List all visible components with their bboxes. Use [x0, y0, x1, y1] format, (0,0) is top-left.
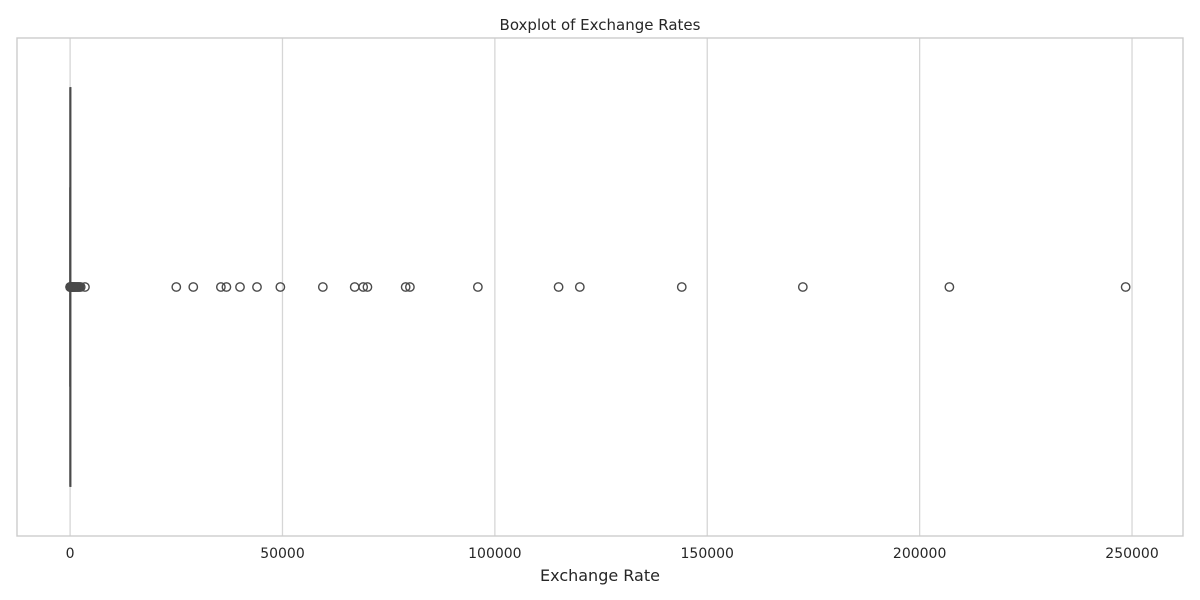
chart-title: Boxplot of Exchange Rates — [500, 16, 701, 34]
outlier-point — [275, 282, 286, 292]
outlier-point — [676, 282, 687, 292]
x-tick-label: 100000 — [468, 546, 521, 562]
x-tick-labels: 0 50000 100000 150000 200000 250000 — [66, 546, 1159, 562]
outlier-point — [358, 282, 369, 292]
outlier-point — [171, 282, 182, 292]
outlier-point — [553, 282, 564, 292]
outlier-point — [944, 282, 955, 292]
outlier-point — [75, 282, 86, 292]
outlier-point — [400, 282, 411, 292]
outlier-point — [405, 282, 415, 292]
x-tick-label: 250000 — [1105, 546, 1158, 562]
x-tick-label: 150000 — [681, 546, 734, 562]
x-tick-label: 0 — [66, 546, 75, 562]
outlier-point — [235, 282, 245, 292]
outlier-point — [574, 282, 585, 292]
x-tick-label: 200000 — [893, 546, 946, 562]
x-axis-label: Exchange Rate — [540, 566, 660, 585]
plot-area — [17, 38, 1183, 536]
outlier-point — [797, 282, 808, 292]
outlier-point — [221, 282, 232, 292]
outlier-point — [215, 282, 226, 292]
outlier-point — [472, 282, 483, 292]
outlier-point — [80, 282, 90, 292]
plot-frame — [16, 37, 1184, 537]
outlier-points — [65, 282, 1131, 292]
x-tick-label: 50000 — [260, 546, 305, 562]
outlier-point — [1120, 282, 1131, 292]
outlier-point — [188, 282, 199, 292]
outlier-point — [252, 282, 262, 292]
outlier-point — [362, 282, 373, 292]
outlier-point — [317, 282, 328, 292]
